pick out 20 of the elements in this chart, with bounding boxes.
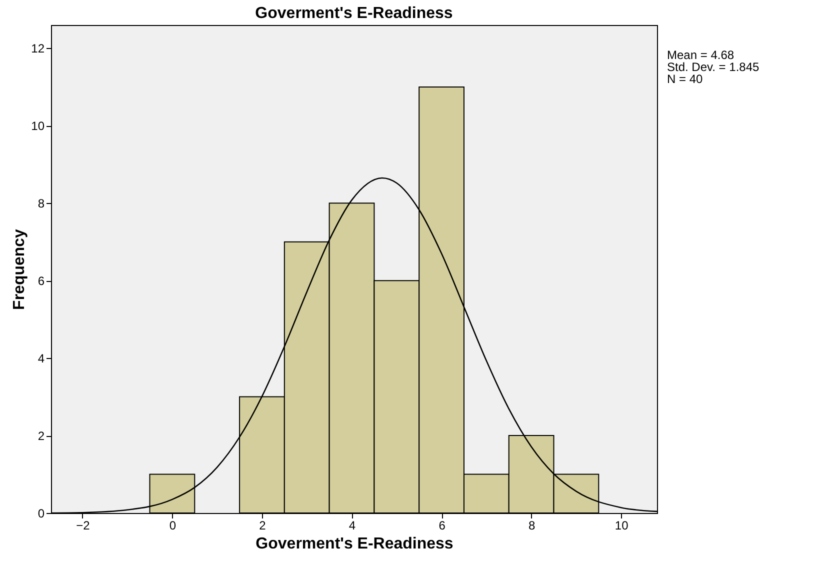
x-tick-label: 2 xyxy=(259,518,266,532)
y-tick-label: 4 xyxy=(38,352,45,366)
y-tick-label: 8 xyxy=(38,196,45,211)
y-tick-label: 12 xyxy=(31,42,45,56)
text: Mean = 4.68 xyxy=(667,48,734,62)
y-tick-label: 0 xyxy=(38,506,45,520)
y-tick-label: 6 xyxy=(38,274,45,288)
text: N = 40 xyxy=(667,72,704,86)
x-tick-label: 4 xyxy=(348,518,356,532)
y-axis-title: Frequency xyxy=(11,228,28,310)
text: Std. Dev. = 1.845 xyxy=(667,60,760,74)
y-tick-label: 10 xyxy=(31,119,45,134)
y-tick-label: 2 xyxy=(38,429,45,444)
x-tick-label: −2 xyxy=(76,518,90,532)
chart-title: Goverment's E-Readiness xyxy=(255,5,453,22)
x-axis-title: Goverment's E-Readiness xyxy=(256,536,454,552)
x-tick-label: 10 xyxy=(614,518,629,532)
x-tick-label: 6 xyxy=(438,518,446,532)
x-tick-label: 0 xyxy=(169,518,176,532)
x-tick-label: 8 xyxy=(528,518,536,532)
